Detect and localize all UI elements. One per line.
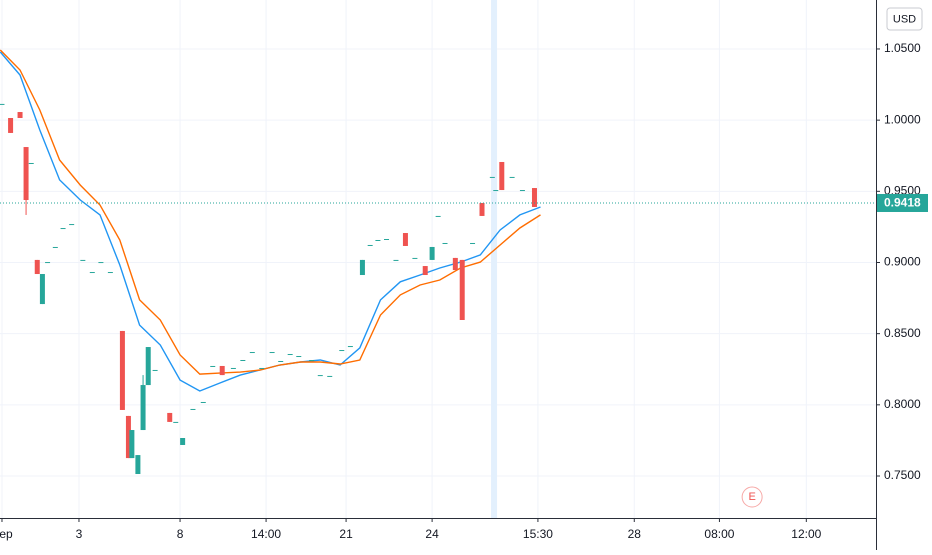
candle-body bbox=[210, 365, 216, 367]
candle-body bbox=[152, 369, 158, 371]
candle-body bbox=[45, 262, 51, 264]
candle-body bbox=[173, 421, 179, 423]
candle-body bbox=[17, 112, 23, 119]
candle-body bbox=[0, 103, 5, 105]
candle-body bbox=[23, 147, 29, 200]
candle-body bbox=[249, 352, 255, 354]
candle-body bbox=[98, 262, 104, 264]
x-tick-label: 21 bbox=[339, 527, 353, 541]
candle-body bbox=[190, 408, 196, 410]
candle-body bbox=[402, 233, 408, 246]
candle-body bbox=[493, 190, 499, 192]
y-tick-label: 0.9500 bbox=[884, 183, 921, 197]
last-price-label: 0.9418 bbox=[884, 196, 921, 210]
candle-body bbox=[287, 354, 293, 356]
candle-body bbox=[519, 190, 525, 192]
candle-body bbox=[69, 224, 75, 226]
y-tick-label: 0.8500 bbox=[884, 326, 921, 340]
candle-body bbox=[470, 242, 476, 244]
candle-body bbox=[125, 415, 131, 459]
candle-body bbox=[28, 162, 34, 164]
y-tick-label: 1.0500 bbox=[884, 41, 921, 55]
candle-body bbox=[367, 244, 373, 246]
x-tick-label: 24 bbox=[425, 527, 439, 541]
candle-body bbox=[327, 375, 333, 377]
candle-body bbox=[8, 118, 14, 133]
candle-body bbox=[499, 161, 505, 191]
candle-body bbox=[180, 438, 186, 445]
highlight-column bbox=[491, 0, 498, 518]
y-tick-label: 0.7500 bbox=[884, 468, 921, 482]
candle-body bbox=[135, 455, 141, 475]
candle-body bbox=[442, 242, 448, 244]
y-tick-label: 1.0000 bbox=[884, 112, 921, 126]
candle-body bbox=[309, 359, 315, 361]
event-label: E bbox=[748, 491, 755, 503]
candle-body bbox=[393, 259, 399, 261]
y-tick-label: 0.9000 bbox=[884, 255, 921, 269]
plot-content bbox=[0, 0, 876, 518]
candle-body bbox=[52, 246, 58, 248]
candle-body bbox=[452, 257, 458, 271]
candle-body bbox=[509, 176, 515, 178]
candle-body bbox=[107, 272, 113, 274]
candle-body bbox=[119, 330, 125, 410]
currency-label: USD bbox=[893, 13, 916, 25]
moving-average-line bbox=[0, 49, 541, 375]
currency-box bbox=[886, 7, 923, 31]
x-tick-label: 15:30 bbox=[523, 527, 553, 541]
x-tick-label: 08:00 bbox=[704, 527, 734, 541]
candle-body bbox=[60, 228, 66, 230]
x-tick-label: Sep bbox=[0, 527, 13, 541]
candle-body bbox=[384, 239, 390, 241]
candle-body bbox=[240, 359, 246, 361]
last-price-tag bbox=[877, 193, 928, 212]
candle-body bbox=[140, 385, 146, 431]
candle-body bbox=[230, 367, 236, 369]
candle-body bbox=[412, 257, 418, 259]
candle-body bbox=[269, 352, 275, 354]
candle-body bbox=[347, 346, 353, 348]
candle-body bbox=[296, 356, 302, 358]
candle-body bbox=[317, 375, 323, 377]
x-tick-label: 14:00 bbox=[251, 527, 281, 541]
candle-body bbox=[531, 188, 537, 207]
x-tick-label: 28 bbox=[628, 527, 642, 541]
candle-body bbox=[167, 412, 173, 422]
x-tick-label: 3 bbox=[76, 527, 83, 541]
candle-body bbox=[489, 176, 495, 178]
candle-body bbox=[479, 202, 485, 216]
candle-body bbox=[278, 360, 284, 362]
candle-body bbox=[39, 274, 45, 305]
x-tick-label: 12:00 bbox=[791, 527, 821, 541]
candle-body bbox=[89, 272, 95, 274]
candle-body bbox=[339, 350, 345, 352]
candle-body bbox=[34, 259, 40, 275]
candle-body bbox=[80, 259, 86, 261]
x-tick-label: 8 bbox=[177, 527, 184, 541]
candle-body bbox=[459, 259, 465, 320]
candle-body bbox=[219, 365, 225, 376]
candle-body bbox=[435, 215, 441, 217]
candle-body bbox=[145, 347, 151, 386]
candle-body bbox=[422, 266, 428, 276]
candle-body bbox=[200, 401, 206, 403]
y-tick-label: 0.8000 bbox=[884, 397, 921, 411]
candle-body bbox=[259, 367, 265, 369]
candle-body bbox=[129, 430, 135, 459]
candle-body bbox=[429, 246, 435, 260]
event-marker bbox=[741, 486, 763, 508]
candle-body bbox=[359, 259, 365, 276]
candle-body bbox=[375, 239, 381, 241]
